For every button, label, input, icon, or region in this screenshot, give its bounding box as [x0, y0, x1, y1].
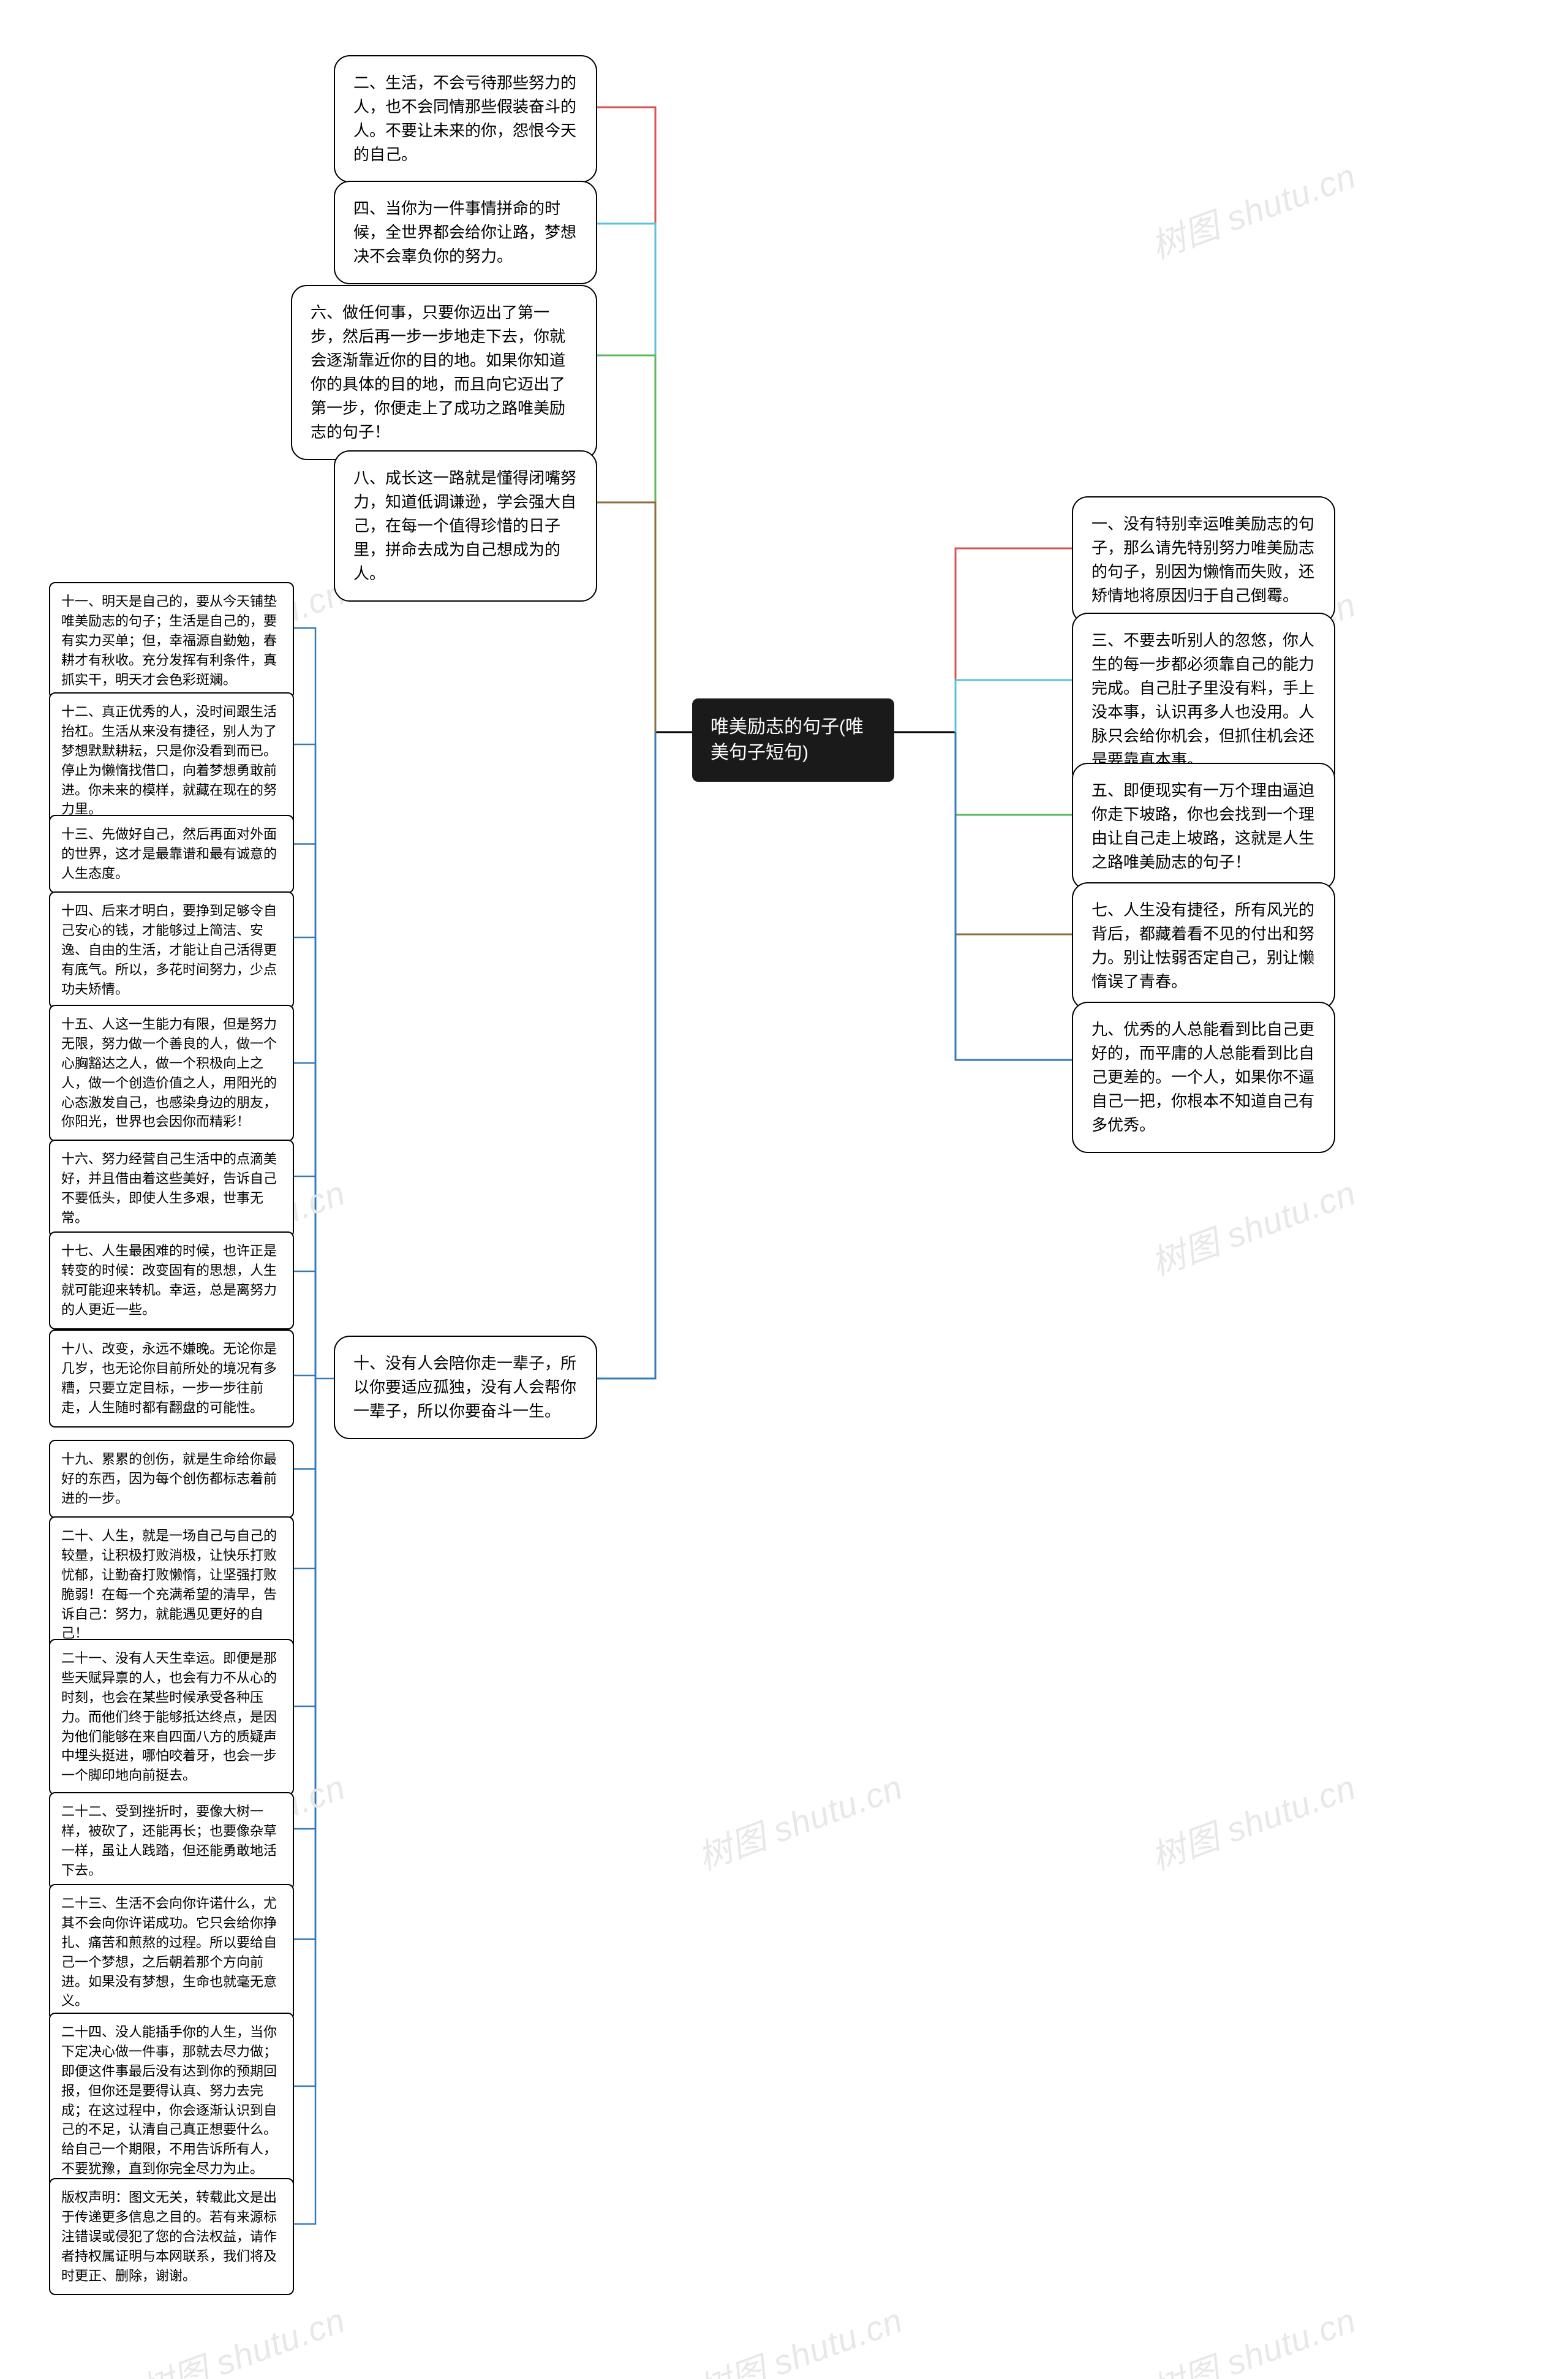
left-node-5: 十、没有人会陪你走一辈子，所以你要适应孤独，没有人会帮你一辈子，所以你要奋斗一生…: [334, 1336, 597, 1439]
mindmap-canvas: 树图 shutu.cn 树图 shutu.cn 树图 shutu.cn 树图 shut…: [0, 0, 1568, 2379]
leaf-node-12: 二十二、受到挫折时，要像大树一样，被砍了，还能再长；也要像杂草一样，虽让人践踏，…: [49, 1792, 294, 1890]
leaf-node-2: 十二、真正优秀的人，没时间跟生活抬杠。生活从来没有捷径，别人为了梦想默默耕耘，只…: [49, 692, 294, 829]
watermark-text: 树图 shutu.cn: [1144, 2293, 1362, 2379]
leaf-node-5: 十五、人这一生能力有限，但是努力无限，努力做一个善良的人，做一个心胸豁达之人，做…: [49, 1005, 294, 1141]
left-node-4: 八、成长这一路就是懂得闭嘴努力，知道低调谦逊，学会强大自己，在每一个值得珍惜的日…: [334, 450, 597, 602]
right-node-1: 一、没有特别幸运唯美励志的句子，那么请先特别努力唯美励志的句子，别因为懒惰而失败…: [1072, 496, 1335, 624]
leaf-node-9: 十九、累累的创伤，就是生命给你最好的东西，因为每个创伤都标志着前进的一步。: [49, 1440, 294, 1518]
left-node-2: 四、当你为一件事情拼命的时候，全世界都会给你让路，梦想决不会辜负你的努力。: [334, 181, 597, 284]
leaf-node-14: 二十四、没人能插手你的人生，当你下定决心做一件事，那就去尽力做；即便这件事最后没…: [49, 2013, 294, 2188]
leaf-node-8: 十八、改变，永远不嫌晚。无论你是几岁，也无论你目前所处的境况有多糟，只要立定目标…: [49, 1329, 294, 1428]
leaf-node-4: 十四、后来才明白，要挣到足够令自己安心的钱，才能够过上简洁、安逸、自由的生活，才…: [49, 891, 294, 1008]
leaf-node-15: 版权声明：图文无关，转载此文是出于传递更多信息之目的。若有来源标注错误或侵犯了您…: [49, 2178, 294, 2295]
watermark-text: 树图 shutu.cn: [690, 1760, 909, 1880]
left-node-1: 二、生活，不会亏待那些努力的人，也不会同情那些假装奋斗的人。不要让未来的你，怨恨…: [334, 55, 597, 183]
watermark-text: 树图 shutu.cn: [1144, 1166, 1362, 1286]
leaf-node-6: 十六、努力经营自己生活中的点滴美好，并且借由着这些美好，告诉自己不要低头，即使人…: [49, 1140, 294, 1238]
left-node-3: 六、做任何事，只要你迈出了第一步，然后再一步一步地走下去，你就会逐渐靠近你的目的…: [291, 285, 597, 460]
watermark-text: 树图 shutu.cn: [1144, 149, 1362, 269]
leaf-node-13: 二十三、生活不会向你许诺什么，尤其不会向你许诺成功。它只会给你挣扎、痛苦和煎熬的…: [49, 1884, 294, 2021]
root-node: 唯美励志的句子(唯美句子短句): [692, 698, 894, 782]
leaf-node-7: 十七、人生最困难的时候，也许正是转变的时候：改变固有的思想，人生就可能迎来转机。…: [49, 1231, 294, 1329]
watermark-text: 树图 shutu.cn: [690, 2293, 909, 2379]
right-node-5: 九、优秀的人总能看到比自己更好的，而平庸的人总能看到比自己更差的。一个人，如果你…: [1072, 1002, 1335, 1153]
leaf-node-10: 二十、人生，就是一场自己与自己的较量，让积极打败消极，让快乐打败忧郁，让勤奋打败…: [49, 1516, 294, 1653]
right-node-2: 三、不要去听别人的忽悠，你人生的每一步都必须靠自己的能力完成。自己肚子里没有料，…: [1072, 613, 1335, 788]
leaf-node-11: 二十一、没有人天生幸运。即便是那些天赋异禀的人，也会有力不从心的时刻，也会在某些…: [49, 1639, 294, 1795]
right-node-4: 七、人生没有捷径，所有风光的背后，都藏着看不见的付出和努力。别让怯弱否定自己，别…: [1072, 882, 1335, 1010]
watermark-text: 树图 shutu.cn: [1144, 1760, 1362, 1880]
leaf-node-3: 十三、先做好自己，然后再面对外面的世界，这才是最靠谱和最有诚意的人生态度。: [49, 815, 294, 893]
right-node-3: 五、即便现实有一万个理由逼迫你走下坡路，你也会找到一个理由让自己走上坡路，这就是…: [1072, 763, 1335, 890]
watermark-text: 树图 shutu.cn: [133, 2293, 352, 2379]
leaf-node-1: 十一、明天是自己的，要从今天铺垫唯美励志的句子；生活是自己的，要有实力买单；但，…: [49, 582, 294, 699]
